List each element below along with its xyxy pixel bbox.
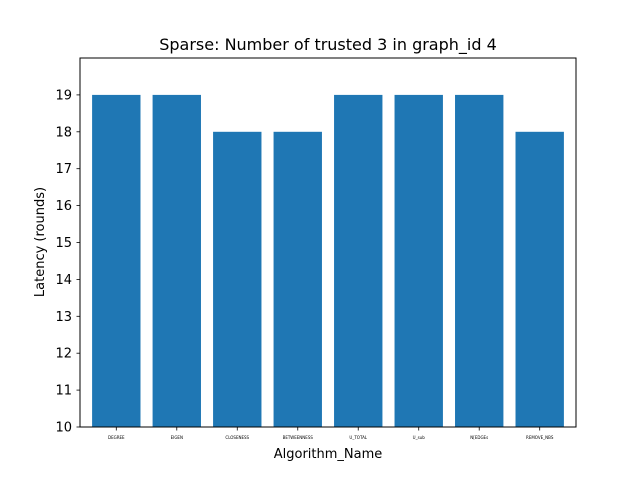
y-axis-ticks: 10 11 12 13 14 15 16 17 18 19 bbox=[55, 88, 80, 436]
x-tick-label: U_sub bbox=[413, 435, 426, 440]
y-tick-label: 18 bbox=[55, 125, 72, 140]
y-tick-label: 11 bbox=[55, 384, 72, 399]
bars-group bbox=[92, 94, 564, 428]
y-tick-label: 13 bbox=[55, 310, 72, 325]
bar-u-total bbox=[334, 94, 383, 428]
x-tick-label: EIGEN bbox=[171, 435, 183, 440]
x-tick-label: REMOVE_NBS bbox=[526, 435, 554, 440]
bar-remove-nbs bbox=[515, 131, 564, 428]
bar-u-sub bbox=[394, 94, 443, 428]
bar-eigen bbox=[152, 94, 201, 428]
y-tick-label: 10 bbox=[55, 421, 72, 436]
y-tick-label: 19 bbox=[55, 88, 72, 103]
x-tick-label: U_TOTAL bbox=[349, 435, 367, 440]
y-tick-label: 16 bbox=[55, 199, 72, 214]
x-tick-label: N[EDGEs bbox=[470, 435, 488, 440]
y-tick-label: 17 bbox=[55, 162, 72, 177]
chart-title: Sparse: Number of trusted 3 in graph_id … bbox=[159, 35, 497, 55]
y-tick-label: 15 bbox=[55, 236, 72, 251]
bar-betweenness bbox=[273, 131, 322, 428]
x-tick-label: BETWEENNESS bbox=[283, 435, 314, 440]
x-tick-label: CLOSENESS bbox=[225, 435, 249, 440]
x-axis-ticks: DEGREE EIGEN CLOSENESS BETWEENNESS U_TOTAL U_… bbox=[108, 427, 554, 440]
bar-closeness bbox=[213, 131, 262, 428]
bar-degree bbox=[92, 94, 141, 428]
plot-frame bbox=[79, 57, 577, 428]
x-axis-label: Algorithm_Name bbox=[274, 447, 383, 462]
y-tick-label: 14 bbox=[55, 273, 72, 288]
x-tick-label: DEGREE bbox=[108, 435, 125, 440]
y-tick-label: 12 bbox=[55, 347, 72, 362]
bar-n-edges bbox=[455, 94, 504, 428]
y-axis-label: Latency (rounds) bbox=[33, 187, 48, 297]
